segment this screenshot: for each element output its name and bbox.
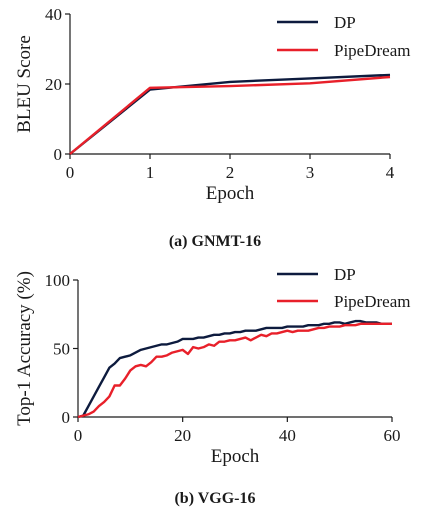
x-tick-label: 0: [66, 163, 75, 182]
series-line-pipedream: [77, 322, 392, 419]
chart-vgg-16: 0 20 40 60 0 50 100 Epoch Top-1 Accuracy (%) DP Pi…: [14, 265, 410, 467]
x-tick-label: 60: [384, 426, 401, 445]
x-tick-label: 40: [279, 426, 296, 445]
y-axis-label: BLEU Score: [14, 35, 35, 133]
x-axis-label: Epoch: [206, 183, 255, 204]
x-axis-label: Epoch: [211, 446, 260, 467]
y-tick-label: 40: [45, 5, 62, 24]
y-tick-label: 100: [45, 271, 71, 290]
legend-label-pipedream: PipeDream: [334, 41, 410, 60]
legend-label-pipedream: PipeDream: [334, 292, 410, 311]
y-tick-label: 20: [45, 75, 62, 94]
x-tick-label: 20: [174, 426, 191, 445]
x-tick-label: 3: [306, 163, 315, 182]
y-tick-label: 0: [62, 408, 71, 427]
y-tick-label: 50: [53, 340, 70, 359]
legend-label-dp: DP: [334, 13, 356, 32]
legend-label-dp: DP: [334, 265, 356, 284]
y-tick-label: 0: [54, 145, 63, 164]
x-tick-label: 4: [386, 163, 395, 182]
y-axis-label: Top-1 Accuracy (%): [14, 271, 35, 426]
x-tick-label: 1: [146, 163, 155, 182]
series-line-dp: [77, 319, 392, 419]
series-line-pipedream: [69, 75, 391, 155]
x-tick-label: 0: [74, 426, 83, 445]
caption-gnmt-16: (a) GNMT-16: [169, 233, 261, 250]
caption-vgg-16: (b) VGG-16: [174, 490, 255, 507]
x-tick-label: 2: [226, 163, 235, 182]
